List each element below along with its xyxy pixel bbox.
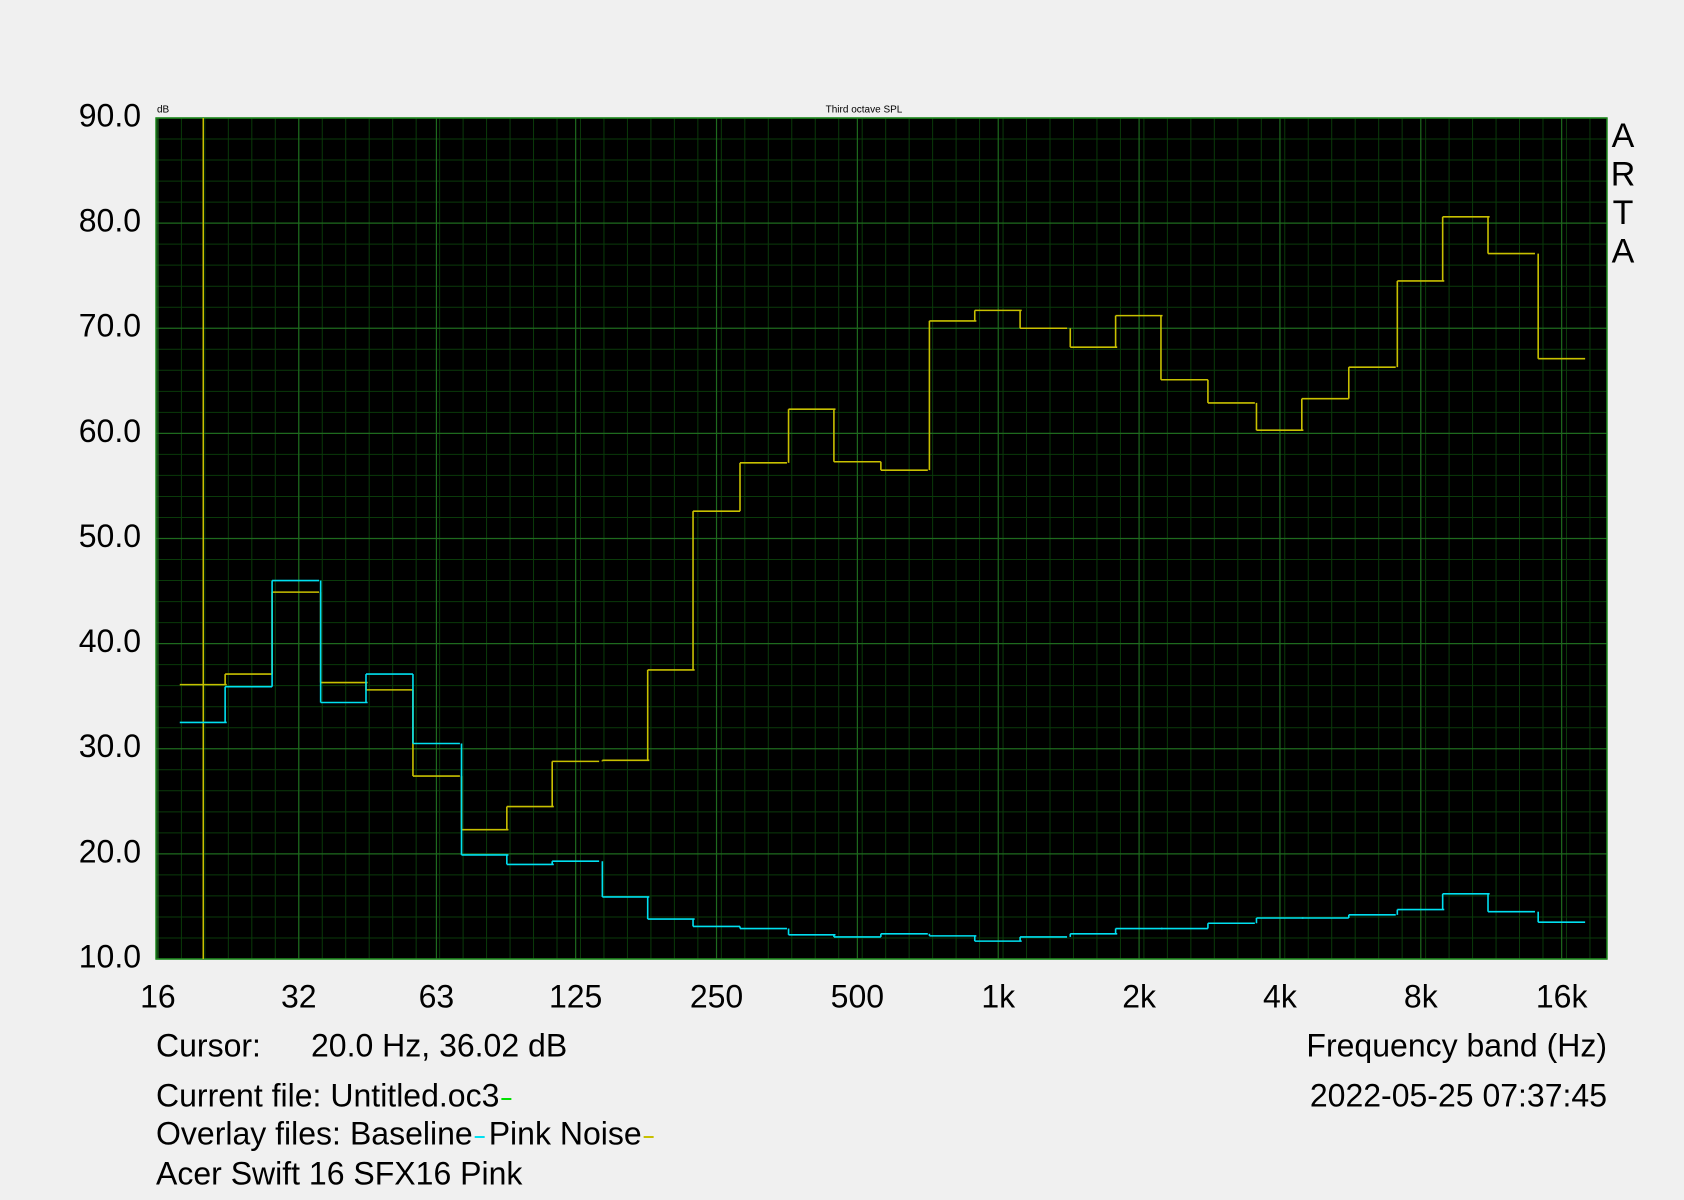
y-tick-label: 50.0: [79, 518, 141, 554]
legend-file: Untitled.oc3: [330, 1077, 499, 1113]
watermark-letter: A: [1612, 117, 1635, 155]
x-tick-label: 500: [831, 978, 884, 1014]
y-unit: dB: [157, 105, 170, 116]
watermark-letter: A: [1612, 232, 1635, 270]
watermark-letter: T: [1613, 194, 1634, 232]
x-axis-label: Frequency band (Hz): [1306, 1027, 1607, 1063]
timestamp: 2022-05-25 07:37:45: [1310, 1077, 1607, 1113]
x-tick-label: 1k: [981, 978, 1016, 1014]
caption: Acer Swift 16 SFX16 Pink: [156, 1155, 523, 1191]
x-tick-label: 250: [690, 978, 743, 1014]
y-tick-label: 80.0: [79, 203, 141, 239]
y-tick-label: 20.0: [79, 833, 141, 869]
plot-border: [155, 117, 1608, 960]
chart-title: Third octave SPL: [826, 105, 903, 116]
y-tick-label: 10.0: [79, 938, 141, 974]
y-tick-label: 60.0: [79, 413, 141, 449]
legend-label: Overlay files:: [156, 1115, 341, 1151]
watermark-letter: R: [1611, 155, 1636, 193]
y-tick-label: 40.0: [79, 623, 141, 659]
cursor-readout: 20.0 Hz, 36.02 dB: [311, 1027, 567, 1063]
x-tick-label: 8k: [1404, 978, 1439, 1014]
legend-entry: Baseline: [350, 1115, 473, 1151]
y-tick-label: 30.0: [79, 728, 141, 764]
cursor-label: Cursor:: [156, 1027, 261, 1063]
x-tick-label: 16: [140, 978, 176, 1014]
legend-entry: Pink Noise: [489, 1115, 642, 1151]
y-tick-label: 70.0: [79, 308, 141, 344]
x-tick-label: 32: [281, 978, 317, 1014]
x-tick-label: 63: [419, 978, 455, 1014]
x-tick-label: 2k: [1122, 978, 1157, 1014]
x-tick-label: 4k: [1263, 978, 1298, 1014]
x-tick-label: 16k: [1536, 978, 1589, 1014]
legend-label: Current file:: [156, 1077, 321, 1113]
y-tick-label: 90.0: [79, 97, 141, 133]
x-tick-label: 125: [549, 978, 602, 1014]
